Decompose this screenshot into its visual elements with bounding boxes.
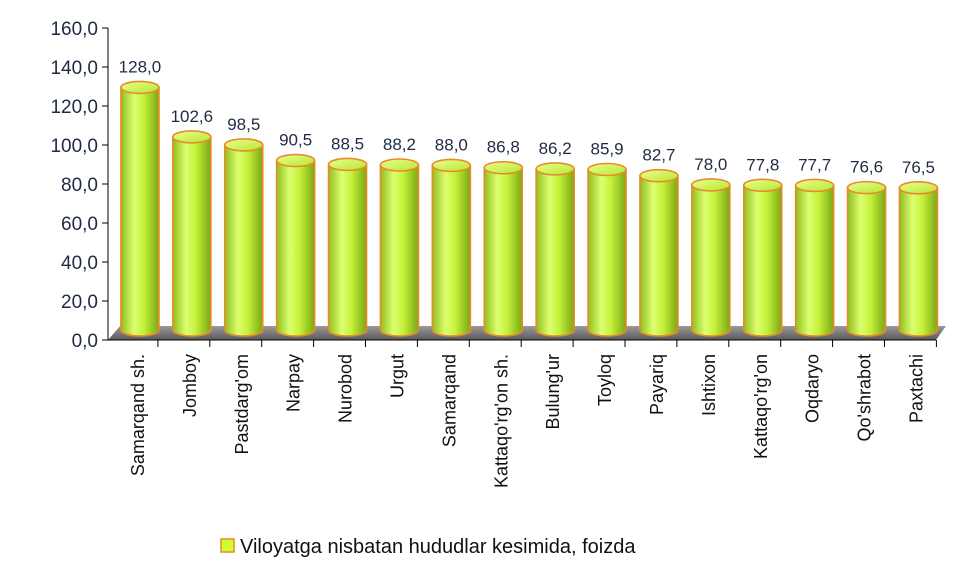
bar-body xyxy=(431,164,472,337)
bar xyxy=(898,181,939,337)
bar-top xyxy=(483,160,524,175)
data-label: 86,2 xyxy=(539,139,572,158)
bar xyxy=(846,180,887,337)
y-tick-label: 0,0 xyxy=(72,331,98,352)
bar-top xyxy=(120,80,160,95)
x-tick-label: Kattaqo'rg'on sh. xyxy=(491,354,511,488)
bar-top xyxy=(535,162,575,176)
data-label: 88,5 xyxy=(331,134,364,153)
chart-floor xyxy=(108,326,946,340)
bar xyxy=(483,160,524,337)
x-tick-label: Narpay xyxy=(284,354,304,412)
bar-body xyxy=(898,187,939,337)
bar-body xyxy=(120,86,160,337)
data-labels: 128,0 102,6 98,5 90,5 88,5 88,2 88,0 86,8 86,2 85… xyxy=(119,57,935,176)
data-label: 78,0 xyxy=(694,155,727,174)
bar xyxy=(327,157,368,337)
x-tick-label: Qo'shrabot xyxy=(855,354,875,442)
bar-top xyxy=(223,138,264,152)
data-label: 77,8 xyxy=(746,155,779,174)
bar xyxy=(587,162,627,337)
bar-body xyxy=(172,136,212,337)
bar-body xyxy=(275,159,316,337)
bar xyxy=(691,178,731,337)
x-tick-label: Paxtachi xyxy=(906,354,926,423)
bar-body xyxy=(327,163,368,337)
bar-body xyxy=(846,186,887,337)
bar xyxy=(794,178,835,337)
data-label: 128,0 xyxy=(119,57,162,76)
bar-body xyxy=(587,168,627,337)
x-axis: Samarqand sh. Jomboy Pastdarg'om Narpay Nuro… xyxy=(128,340,937,488)
floor-platform xyxy=(108,326,946,340)
bar-top xyxy=(431,158,472,173)
data-label: 85,9 xyxy=(591,139,624,158)
x-tick-label: Nurobod xyxy=(336,354,356,423)
data-label: 88,2 xyxy=(383,135,416,154)
bar xyxy=(172,130,212,337)
bar-body xyxy=(379,164,420,337)
bar-top xyxy=(742,178,783,193)
x-tick-label: Bulung'ur xyxy=(543,354,563,430)
bar-top xyxy=(639,168,679,183)
x-tick-label: Ishtixon xyxy=(699,354,719,416)
y-tick-label: 60,0 xyxy=(61,214,98,235)
legend-label: Viloyatga nisbatan hududlar kesimida, fo… xyxy=(240,536,636,558)
bar-body xyxy=(483,166,524,337)
x-tick-label: Oqdaryo xyxy=(803,354,823,423)
y-tick-label: 100,0 xyxy=(50,136,98,157)
bar-body xyxy=(535,168,575,337)
bar xyxy=(639,168,679,337)
y-tick-label: 140,0 xyxy=(50,58,98,79)
data-label: 102,6 xyxy=(171,107,214,126)
bars xyxy=(120,80,939,337)
x-tick-label: Jomboy xyxy=(180,354,200,417)
x-tick-label: Samarqand xyxy=(439,354,459,447)
data-label: 88,0 xyxy=(435,135,468,154)
bar-top xyxy=(327,157,368,172)
x-tick-label: Pastdarg'om xyxy=(232,354,252,455)
data-label: 98,5 xyxy=(227,115,260,134)
bar-top xyxy=(691,178,731,192)
bar-top xyxy=(794,178,835,193)
y-tick-label: 160,0 xyxy=(50,19,98,40)
bar xyxy=(275,153,316,337)
data-label: 86,8 xyxy=(487,138,520,157)
bar-top xyxy=(898,181,939,195)
bar xyxy=(742,178,783,337)
bar-top xyxy=(379,158,420,172)
data-label: 90,5 xyxy=(279,131,312,150)
bar xyxy=(535,162,575,337)
bar-top xyxy=(846,180,887,195)
data-label: 76,6 xyxy=(850,158,883,177)
bar-body xyxy=(639,174,679,337)
x-tick-label: Samarqand sh. xyxy=(128,354,148,476)
data-label: 77,7 xyxy=(798,155,831,174)
y-tick-label: 120,0 xyxy=(50,97,98,118)
y-axis: 0,0 20,0 40,0 60,0 80,0 100,0 120,0 140,0 160,0 xyxy=(50,19,936,352)
legend-swatch xyxy=(220,538,235,553)
y-tick-label: 20,0 xyxy=(61,292,98,313)
data-label: 82,7 xyxy=(642,146,675,165)
y-tick-label: 40,0 xyxy=(61,253,98,274)
x-tick-label: Toyloq xyxy=(595,354,615,406)
x-tick-label: Urgut xyxy=(387,354,407,398)
bar xyxy=(120,80,160,337)
bar-body xyxy=(742,184,783,337)
bar xyxy=(431,158,472,337)
bar-body xyxy=(223,144,264,337)
bar-top xyxy=(172,130,212,144)
data-label: 76,5 xyxy=(902,158,935,177)
y-tick-label: 80,0 xyxy=(61,175,98,196)
bar xyxy=(379,158,420,337)
x-tick-label: Kattaqo'rg'on xyxy=(751,354,771,459)
legend: Viloyatga nisbatan hududlar kesimida, fo… xyxy=(220,536,636,558)
bar-body xyxy=(794,184,835,337)
bar xyxy=(223,138,264,337)
bar-top xyxy=(275,153,316,168)
bar-top xyxy=(587,162,627,177)
x-tick-label: Payariq xyxy=(647,354,667,415)
bar-body xyxy=(691,184,731,337)
